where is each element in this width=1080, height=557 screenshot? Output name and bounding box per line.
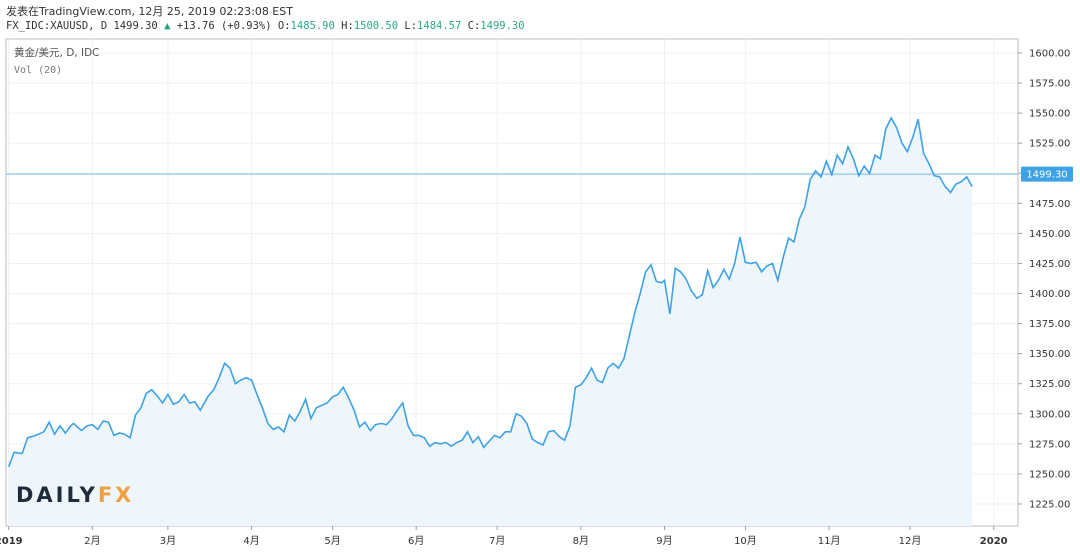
y-tick-label: 1425.00 xyxy=(1029,259,1070,270)
logo-daily: DAILY xyxy=(16,483,98,507)
legend-volume: Vol (20) xyxy=(14,65,62,76)
last-price: 1499.30 xyxy=(113,20,158,32)
y-tick-label: 1475.00 xyxy=(1029,199,1070,210)
symbol-label: FX_IDC:XAUUSD, D xyxy=(6,20,108,32)
y-tick-label: 1225.00 xyxy=(1029,499,1070,510)
y-tick-label: 1550.00 xyxy=(1029,109,1070,120)
price-line xyxy=(7,116,973,467)
last-price-tag-bg xyxy=(1021,166,1073,182)
dailyfx-logo: DAILYFX xyxy=(16,483,134,507)
x-tick-label: 12月 xyxy=(899,535,922,547)
logo-fx: FX xyxy=(98,483,135,507)
y-tick-label: 1450.00 xyxy=(1029,229,1070,240)
x-tick-label: 4月 xyxy=(243,535,259,547)
y-tick-label: 1525.00 xyxy=(1029,139,1070,150)
low-value: 1484.57 xyxy=(417,20,462,32)
x-tick-label: 9月 xyxy=(656,535,672,547)
y-tick-label: 1250.00 xyxy=(1029,469,1070,480)
x-tick-label: 3月 xyxy=(160,535,176,547)
y-axis: 1225.00 1250.00 1275.00 1300.00 1325.00 1350.… xyxy=(1018,49,1070,510)
y-tick-label: 1350.00 xyxy=(1029,349,1070,360)
x-tick-label: 10月 xyxy=(734,535,757,547)
x-tick-label: 6月 xyxy=(408,535,424,547)
y-tick-label: 1325.00 xyxy=(1029,379,1070,390)
x-tick-label: 5月 xyxy=(324,535,340,547)
x-axis: 2019 2月 3月 4月 5月 6月 7月 8月 9月 10月 11月 12月 2020 xyxy=(0,526,1008,547)
x-tick-label: 2月 xyxy=(84,535,100,547)
open-value: 1485.90 xyxy=(290,20,335,32)
legend-title: 黄金/美元, D, IDC xyxy=(14,46,100,59)
y-tick-label: 1400.00 xyxy=(1029,289,1070,300)
x-tick-label: 11月 xyxy=(818,535,841,547)
y-tick-label: 1575.00 xyxy=(1029,79,1070,90)
y-tick-label: 1275.00 xyxy=(1029,439,1070,450)
high-label: H: xyxy=(341,20,354,32)
x-tick-label: 2020 xyxy=(980,536,1008,547)
change-value: +13.76 (+0.93%) xyxy=(176,20,272,32)
y-tick-label: 1375.00 xyxy=(1029,319,1070,330)
last-price-tag-label: 1499.30 xyxy=(1026,170,1067,181)
x-tick-label: 7月 xyxy=(489,535,505,547)
close-value: 1499.30 xyxy=(480,20,525,32)
high-value: 1500.50 xyxy=(353,20,399,32)
y-tick-label: 1300.00 xyxy=(1029,409,1070,420)
last-price-tag: 1499.30 xyxy=(1021,166,1073,182)
published-info: 发表在TradingView.com, 12月 25, 2019 02:23:0… xyxy=(6,5,293,18)
low-label: L: xyxy=(404,20,418,32)
y-tick-label: 1600.00 xyxy=(1029,49,1070,60)
up-arrow-icon: ▲ xyxy=(164,20,171,32)
ohlc-header: FX_IDC:XAUUSD, D 1499.30 ▲ +13.76 (+0.93… xyxy=(6,20,525,32)
x-tick-label: 2019 xyxy=(0,536,23,547)
close-label: C: xyxy=(467,20,481,32)
x-tick-label: 8月 xyxy=(573,535,589,547)
open-label: O: xyxy=(277,20,291,32)
price-area xyxy=(8,118,973,526)
